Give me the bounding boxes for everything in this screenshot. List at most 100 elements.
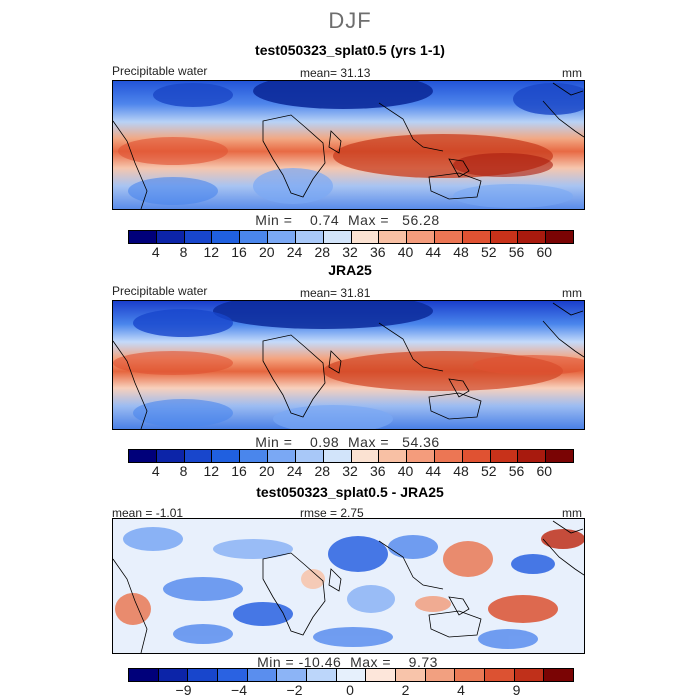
colorbar-swatch [240,450,269,462]
precipitable-water-map-model [113,81,584,209]
panel-3-mean-label: mean = -1.01 [112,506,184,520]
colorbar-swatch [366,669,397,681]
colorbar-tick-label: 28 [314,244,331,260]
colorbar-tick-label: 56 [508,244,525,260]
panel-2-units-label: mm [562,286,582,300]
panel-3-map [112,518,585,654]
colorbar-swatch [184,231,213,243]
colorbar-swatch [336,669,367,681]
colorbar-tick-label: 52 [480,244,497,260]
colorbar-swatch [156,231,185,243]
panel-1-colorbar-ticks: 4 8 12 16 20 24 28 32 36 40 44 48 52 56 60 [128,244,572,260]
colorbar-swatch [295,450,324,462]
panel-1-map [112,80,585,210]
panel-3-units-label: mm [562,506,582,520]
colorbar-tick-label: 28 [314,463,331,479]
precipitable-water-difference-map [113,519,584,653]
colorbar-swatch [379,450,408,462]
colorbar-tick-label: 48 [453,244,469,260]
colorbar-swatch [546,450,573,462]
panel-3-title: test050323_splat0.5 - JRA25 [256,484,444,500]
colorbar-swatch [184,450,213,462]
precipitable-water-map-reanalysis [113,301,584,429]
colorbar-tick-label: 20 [258,463,275,479]
colorbar-swatch [247,669,278,681]
colorbar-swatch [434,450,463,462]
colorbar-tick-label: 20 [258,244,275,260]
colorbar-tick-label: −9 [175,682,192,698]
colorbar-swatch [129,669,159,681]
colorbar-tick-label: 4 [151,244,160,260]
colorbar-swatch [485,669,515,681]
colorbar-swatch [277,669,308,681]
colorbar-swatch [156,450,185,462]
colorbar-tick-label: 48 [453,463,469,479]
panel-3-colorbar [128,668,574,682]
colorbar-swatch [379,231,408,243]
panel-2-mean-label: mean= 31.81 [300,286,371,300]
colorbar-swatch [295,231,324,243]
panel-2-title: JRA25 [328,262,372,278]
colorbar-tick-label: 0 [346,682,354,698]
colorbar-swatch [455,669,486,681]
colorbar-tick-label: 60 [536,463,553,479]
colorbar-swatch [514,669,545,681]
colorbar-swatch [518,231,547,243]
panel-1-colorbar [128,230,574,244]
colorbar-swatch [396,669,426,681]
panel-1-units-label: mm [562,66,582,80]
colorbar-swatch [268,450,296,462]
colorbar-tick-label: −2 [286,682,303,698]
colorbar-tick-label: 2 [401,682,410,698]
colorbar-tick-label: 32 [342,463,358,479]
panel-1-title: test050323_splat0.5 (yrs 1-1) [255,42,445,58]
panel-3-rmse-label: rmse = 2.75 [300,506,364,520]
colorbar-tick-label: 60 [536,244,553,260]
colorbar-tick-label: 9 [512,682,521,698]
colorbar-swatch [129,450,157,462]
colorbar-tick-label: 36 [369,244,386,260]
panel-1-variable-label: Precipitable water [112,64,208,78]
colorbar-tick-label: 56 [508,463,525,479]
colorbar-swatch [218,669,248,681]
panel-2-colorbar [128,449,574,463]
colorbar-swatch [490,450,519,462]
panel-1-mean-label: mean= 31.13 [300,66,371,80]
colorbar-swatch [212,450,241,462]
colorbar-swatch [462,231,491,243]
colorbar-tick-label: 52 [480,463,497,479]
colorbar-swatch [240,231,269,243]
colorbar-tick-label: 36 [369,463,386,479]
panel-2-map [112,300,585,430]
colorbar-swatch [188,669,219,681]
colorbar-swatch [351,231,380,243]
colorbar-swatch [407,450,435,462]
colorbar-swatch [268,231,296,243]
season-title: DJF [328,8,372,33]
colorbar-tick-label: 8 [179,463,188,479]
colorbar-swatch [462,450,491,462]
colorbar-tick-label: 12 [203,244,220,260]
colorbar-tick-label: 4 [457,682,465,698]
colorbar-tick-label: 40 [397,463,414,479]
colorbar-swatch [544,669,574,681]
panel-2-min-max: Min = 0.98 Max = 54.36 [255,434,440,450]
colorbar-swatch [212,231,241,243]
colorbar-tick-label: −4 [231,682,247,698]
colorbar-tick-label: 8 [179,244,188,260]
colorbar-tick-label: 32 [342,244,358,260]
colorbar-swatch [425,669,456,681]
panel-2-colorbar-ticks: 4 8 12 16 20 24 28 32 36 40 44 48 52 56 60 [128,463,572,479]
colorbar-swatch [407,231,435,243]
panel-3-colorbar-ticks: −9 −4 −2 0 2 4 9 [128,682,572,698]
colorbar-tick-label: 4 [151,463,160,479]
colorbar-tick-label: 44 [425,244,442,260]
colorbar-swatch [323,450,352,462]
colorbar-tick-label: 24 [286,463,303,479]
colorbar-swatch [158,669,189,681]
colorbar-tick-label: 16 [231,463,247,479]
colorbar-swatch [490,231,519,243]
colorbar-tick-label: 12 [203,463,220,479]
colorbar-swatch [434,231,463,243]
colorbar-swatch [323,231,352,243]
